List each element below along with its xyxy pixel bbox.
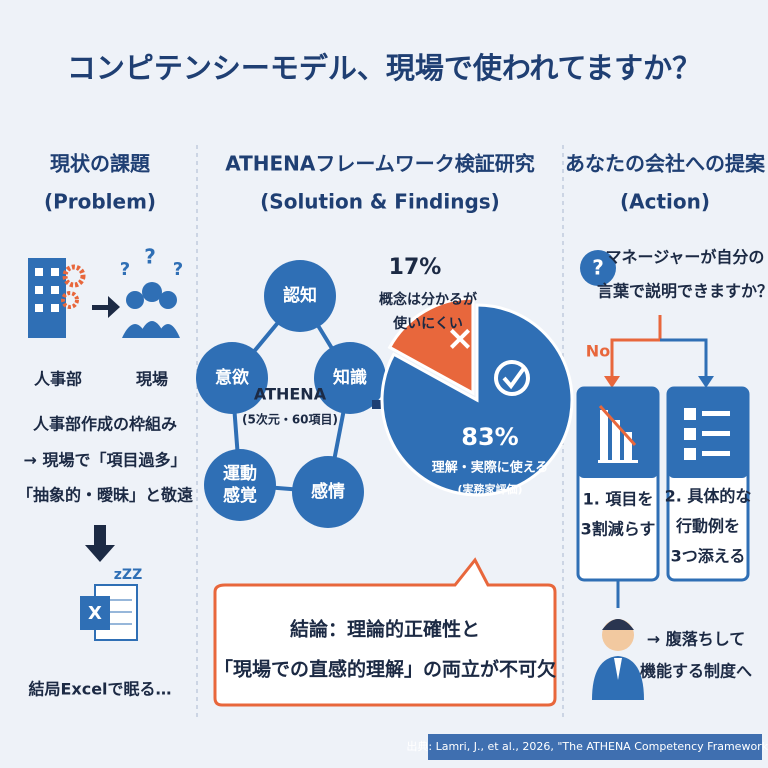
node-label: 認知 xyxy=(283,285,317,306)
question: マネージャーが自分の xyxy=(606,248,765,267)
node xyxy=(292,456,364,528)
title: コンピテンシーモデル、現場で使われてますか？ xyxy=(67,51,701,85)
svg-text:?: ? xyxy=(173,259,183,280)
node xyxy=(196,342,268,414)
column-subheading: (Problem) xyxy=(44,190,156,214)
label: 人事部 xyxy=(34,370,82,389)
arrow xyxy=(698,376,714,388)
column-heading: 現状の課題 xyxy=(50,152,151,176)
arrow xyxy=(604,376,620,388)
pie-slice xyxy=(380,303,574,497)
building-icon xyxy=(28,258,86,338)
column-heading: ATHENAフレームワーク検証研究 xyxy=(225,152,535,176)
column-heading: あなたの会社への提案 xyxy=(565,152,766,176)
question: 言葉で説明できますか？ xyxy=(597,282,768,301)
result: → 腹落ちして xyxy=(647,630,746,649)
framework-sub: (5次元・60項目) xyxy=(242,412,338,427)
workers-icon: ??? xyxy=(120,245,183,338)
arrow xyxy=(92,296,120,318)
node xyxy=(264,260,336,332)
svg-text:?: ? xyxy=(144,245,156,269)
question-icon: ? xyxy=(592,256,604,280)
conclusion-box xyxy=(213,557,557,707)
node xyxy=(314,342,386,414)
x-icon: × xyxy=(446,319,475,359)
node-label: 知識 xyxy=(332,367,367,388)
pie xyxy=(380,296,574,497)
pie-slice xyxy=(387,296,475,396)
no-label: No xyxy=(586,342,610,361)
label: 現場 xyxy=(136,370,168,389)
pie-value-label: 83% xyxy=(461,423,518,451)
problem-result: 結局Excelで眠る… xyxy=(28,680,171,699)
column-subheading: (Solution & Findings) xyxy=(260,190,500,214)
problem-text: → 現場で「項目過多」 xyxy=(24,451,187,470)
question-icon xyxy=(580,250,616,286)
framework-name: ATHENA xyxy=(254,385,327,404)
pie-label: 理解・実際に使える xyxy=(432,460,549,476)
pie-value-label: 17% xyxy=(389,255,442,280)
step-text: 2. 具体的な xyxy=(665,487,752,506)
node-label: 感覚 xyxy=(223,485,257,506)
problem-text: 人事部作成の枠組み xyxy=(33,415,177,434)
node-label: 運動 xyxy=(223,463,257,484)
excel-icon: X zZZ xyxy=(80,567,142,641)
citation-bar xyxy=(428,734,762,760)
step-text: 3割減らす xyxy=(581,520,656,539)
check-icon xyxy=(494,360,530,396)
checklist-icon xyxy=(684,408,730,460)
node xyxy=(204,449,276,521)
arrow xyxy=(85,525,115,562)
connector xyxy=(610,315,662,378)
step-text: 3つ添える xyxy=(671,547,746,566)
conclusion: 結論：理論的正確性と xyxy=(290,618,480,641)
pie-label: 使いにくい xyxy=(392,315,463,332)
svg-text:?: ? xyxy=(120,259,130,280)
conclusion: 「現場での直感的理解」の両立が不可欠 xyxy=(214,658,556,681)
svg-text:zZZ: zZZ xyxy=(114,567,142,583)
problem-text: 「抽象的・曖昧」と敬遠 xyxy=(17,486,193,505)
svg-text:X: X xyxy=(88,603,102,624)
chart-down-icon xyxy=(598,404,638,463)
citation: 出典: Lamri, J., et al., 2026, "The ATHENA… xyxy=(406,739,768,753)
step-text: 行動例を xyxy=(675,517,740,536)
check-icon xyxy=(502,366,526,390)
person-icon xyxy=(592,619,644,700)
connector xyxy=(660,338,708,378)
node-label: 感情 xyxy=(311,481,345,502)
node-label: 意欲 xyxy=(215,367,249,388)
pie-note: (実務家評価) xyxy=(457,482,522,496)
pie-label: 概念は分かるが xyxy=(379,291,478,308)
column-subheading: (Action) xyxy=(620,190,710,214)
step-text: 1. 項目を xyxy=(583,490,654,509)
result: 機能する制度へ xyxy=(640,662,752,681)
